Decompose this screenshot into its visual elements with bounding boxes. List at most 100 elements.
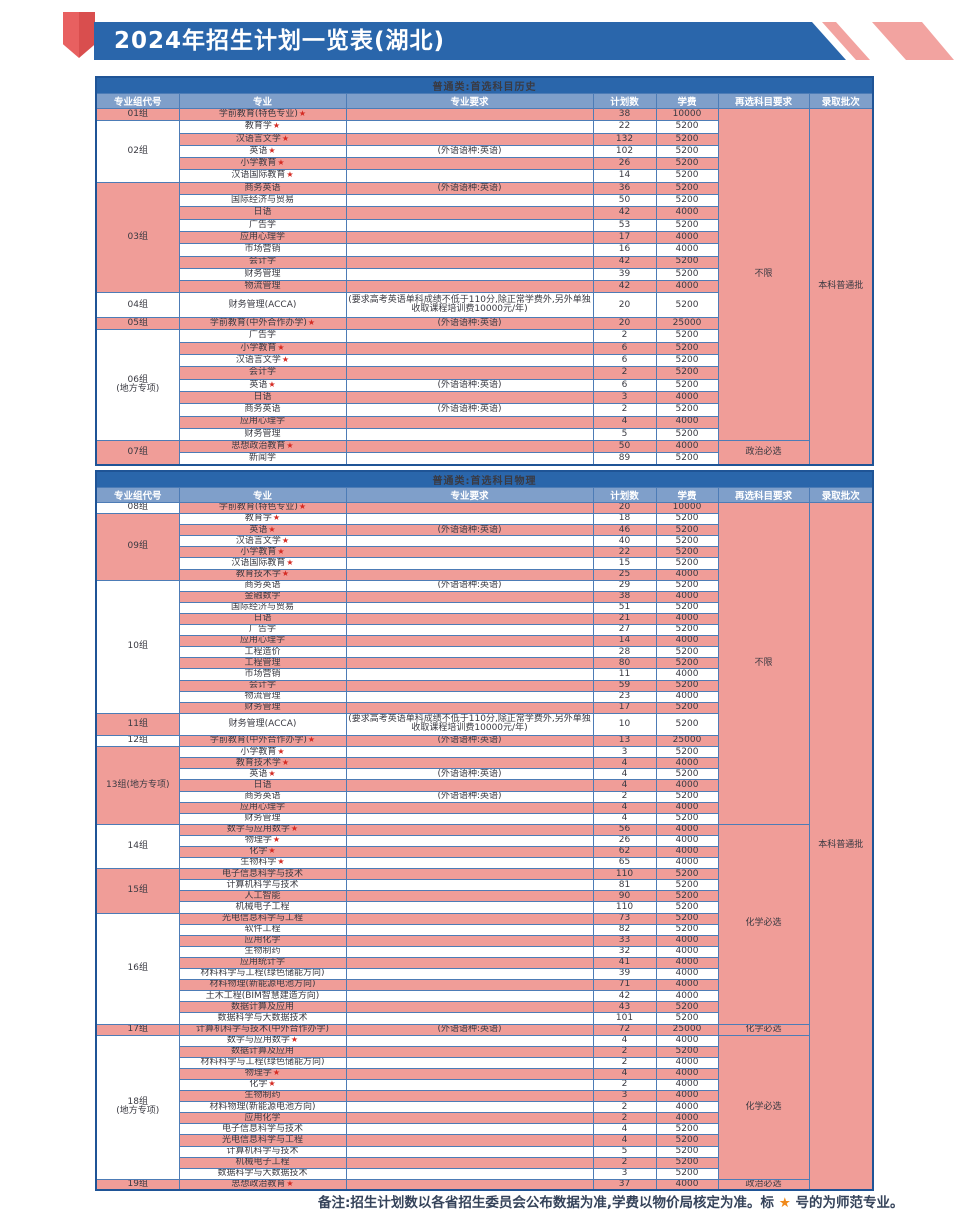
requirement-cell <box>345 901 594 914</box>
requirement-cell <box>345 267 594 282</box>
major-cell: 小学教育★ <box>178 746 347 759</box>
normal-major-star-icon: ★ <box>281 757 290 767</box>
requirement-cell <box>345 535 594 548</box>
requirement-cell <box>345 120 594 134</box>
tuition-cell: 5200 <box>655 144 719 159</box>
major-cell: 数据计算及应用 <box>178 1045 347 1058</box>
major-cell: 化学★ <box>178 846 347 859</box>
plan-count-cell: 15 <box>592 557 657 570</box>
requirement-cell <box>345 1001 594 1014</box>
plan-count-cell: 42 <box>592 280 657 294</box>
plan-count-cell: 42 <box>592 206 657 220</box>
major-cell: 数据计算及应用 <box>178 1001 347 1014</box>
tuition-cell: 5200 <box>655 427 719 442</box>
tuition-cell: 4000 <box>655 230 719 245</box>
requirement-cell: (要求高考英语单科成绩不低于110分,除正常学费外,另外单独收取课程培训费100… <box>345 292 594 319</box>
tuition-cell: 5200 <box>655 679 719 692</box>
requirement-cell: (外语语种:英语) <box>345 317 594 331</box>
group-code-cell: 03组 <box>95 181 180 294</box>
requirement-cell <box>345 557 594 570</box>
plan-count-cell: 26 <box>592 157 657 171</box>
tuition-cell: 4000 <box>655 934 719 947</box>
plan-count-cell: 2 <box>592 790 657 803</box>
requirement-cell <box>345 646 594 659</box>
requirement-cell <box>345 690 594 703</box>
normal-major-star-icon: ★ <box>281 133 290 143</box>
requirement-cell <box>345 1178 594 1191</box>
plan-count-cell: 39 <box>592 968 657 981</box>
plan-count-cell: 23 <box>592 690 657 703</box>
tuition-cell: 5200 <box>655 341 719 356</box>
tuition-cell: 4000 <box>655 243 719 257</box>
plan-count-cell: 20 <box>592 501 657 515</box>
requirement-cell <box>345 1101 594 1114</box>
plan-count-cell: 42 <box>592 255 657 269</box>
plan-count-cell: 132 <box>592 132 657 146</box>
major-cell: 计算机科学与技术 <box>178 879 347 892</box>
requirement-cell <box>345 107 594 122</box>
plan-count-cell: 3 <box>592 390 657 405</box>
major-cell: 学前教育(中外合作办学)★ <box>178 735 347 748</box>
plan-count-cell: 33 <box>592 934 657 947</box>
major-cell: 英语★ <box>178 144 347 159</box>
plan-count-cell: 71 <box>592 979 657 992</box>
tuition-cell: 4000 <box>655 668 719 681</box>
major-cell: 光电信息科学与工程 <box>178 912 347 925</box>
star-icon: ★ <box>778 1195 791 1211</box>
major-cell: 化学★ <box>178 1078 347 1092</box>
tuition-cell: 5200 <box>655 181 719 196</box>
column-header: 学费 <box>655 93 719 109</box>
admission-table-2: 普通类:首选科目物理 专业组代号 专业 专业要求 计划数 学费 再选科目要求 录取批次 08组学… <box>95 470 875 1192</box>
requirement-cell <box>345 746 594 759</box>
requirement-cell <box>345 635 594 648</box>
plan-count-cell: 2 <box>592 1112 657 1125</box>
tuition-cell: 4000 <box>655 612 719 626</box>
requirement-cell <box>345 1012 594 1025</box>
major-cell: 财务管理(ACCA) <box>178 292 347 319</box>
major-cell: 汉语国际教育★ <box>178 169 347 183</box>
reselect-subject-cell: 不限 <box>717 502 810 825</box>
tuition-cell: 5200 <box>655 579 719 592</box>
tuition-cell: 4000 <box>655 834 719 848</box>
group-code-cell: 13组(地方专项) <box>95 746 180 825</box>
tuition-cell: 4000 <box>655 801 719 814</box>
plan-count-cell: 3 <box>592 746 657 759</box>
major-cell: 财务管理(ACCA) <box>178 712 347 737</box>
requirement-cell <box>345 890 594 903</box>
requirement-cell <box>345 612 594 626</box>
major-cell: 财务管理 <box>178 812 347 825</box>
plan-count-cell: 4 <box>592 779 657 792</box>
major-cell: 数学与应用数学★ <box>178 823 347 836</box>
tuition-cell: 4000 <box>655 206 719 220</box>
requirement-cell <box>345 206 594 220</box>
tuition-cell: 5200 <box>655 366 719 380</box>
major-cell: 物理学★ <box>178 834 347 848</box>
requirement-cell: (外语语种:英语) <box>345 181 594 196</box>
tuition-cell: 4000 <box>655 1090 719 1103</box>
tuition-cell: 4000 <box>655 280 719 294</box>
plan-count-cell: 25 <box>592 568 657 581</box>
major-cell: 电子信息科学与技术 <box>178 868 347 881</box>
major-cell: 英语★ <box>178 378 347 392</box>
major-cell: 日语 <box>178 390 347 405</box>
major-cell: 学前教育(中外合作办学)★ <box>178 317 347 331</box>
major-cell: 会计学 <box>178 366 347 380</box>
tuition-cell: 4000 <box>655 1034 719 1047</box>
requirement-cell <box>345 1078 594 1092</box>
column-header: 再选科目要求 <box>717 487 810 503</box>
requirement-cell <box>345 390 594 405</box>
plan-count-cell: 82 <box>592 923 657 936</box>
requirement-cell: (要求高考英语单科成绩不低于110分,除正常学费外,另外单独收取课程培训费100… <box>345 712 594 737</box>
column-header: 专业组代号 <box>95 93 180 109</box>
plan-count-cell: 38 <box>592 107 657 122</box>
plan-count-cell: 14 <box>592 169 657 183</box>
tuition-cell: 4000 <box>655 757 719 770</box>
plan-count-cell: 22 <box>592 546 657 559</box>
requirement-cell <box>345 757 594 770</box>
requirement-cell <box>345 823 594 836</box>
plan-count-cell: 36 <box>592 181 657 196</box>
plan-count-cell: 14 <box>592 635 657 648</box>
tuition-cell: 4000 <box>655 1112 719 1125</box>
plan-count-cell: 4 <box>592 1067 657 1080</box>
tuition-cell: 5200 <box>655 879 719 892</box>
